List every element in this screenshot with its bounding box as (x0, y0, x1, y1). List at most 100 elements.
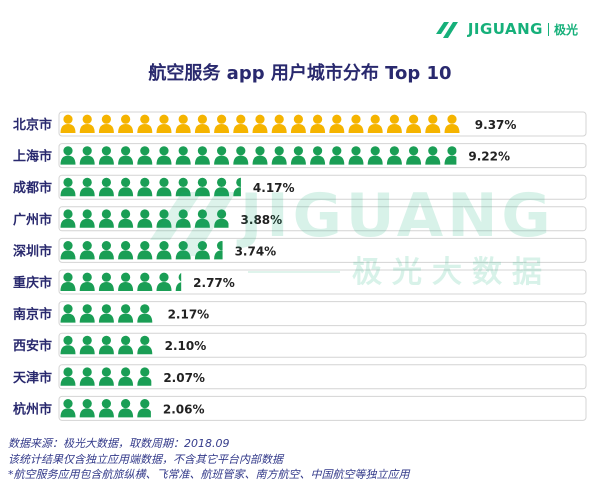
person-icon (137, 241, 153, 260)
person-icon (137, 272, 153, 291)
person-icon (118, 304, 134, 323)
icon-bar (60, 209, 229, 228)
person-icon (156, 241, 172, 260)
category-label: 上海市 (13, 149, 52, 165)
icon-bar (60, 367, 152, 386)
row-frame (58, 332, 587, 358)
person-icon (329, 146, 345, 165)
value-label: 2.17% (168, 308, 210, 322)
person-icon (60, 367, 76, 386)
icon-bar (60, 399, 151, 418)
person-icon (79, 399, 95, 418)
person-icon (425, 146, 441, 165)
person-icon (406, 114, 422, 133)
person-icon (367, 114, 383, 133)
person-icon (118, 209, 134, 228)
person-icon (214, 114, 230, 133)
brand-name: JIGUANG (467, 20, 543, 38)
person-icon (425, 114, 441, 133)
person-icon (386, 146, 402, 165)
person-icon (60, 146, 76, 165)
person-icon (60, 114, 76, 133)
person-icon (233, 146, 249, 165)
person-icon (194, 177, 210, 197)
jiguang-logo-icon (435, 22, 458, 38)
person-icon (310, 146, 326, 165)
person-icon (60, 335, 76, 355)
person-icon (118, 177, 134, 197)
person-icon (98, 367, 114, 386)
person-icon (194, 209, 210, 228)
row-frame (58, 269, 587, 295)
person-icon (137, 399, 151, 418)
person-icon (118, 241, 134, 260)
brand-logo: JIGUANG 极光 (432, 14, 578, 44)
person-icon (79, 335, 95, 355)
person-icon (214, 146, 230, 165)
category-label: 天津市 (13, 370, 52, 386)
person-icon (233, 114, 249, 133)
category-label: 广州市 (13, 212, 52, 228)
brand-divider (547, 22, 549, 36)
category-label: 重庆市 (13, 275, 52, 291)
person-icon (98, 114, 114, 133)
person-icon (156, 146, 172, 165)
person-icon (194, 241, 210, 260)
icon-bar (60, 335, 153, 355)
person-icon (98, 335, 114, 355)
person-icon (271, 146, 287, 165)
person-icon (137, 304, 153, 323)
value-label: 2.06% (163, 402, 205, 416)
person-icon (60, 241, 76, 260)
city-row: 北京市 9.37% (13, 111, 587, 137)
person-icon (118, 114, 134, 133)
value-label: 9.22% (468, 150, 510, 164)
person-icon (367, 146, 383, 165)
person-icon (252, 114, 268, 133)
footer-app-note: *航空服务应用包含航旅纵横、飞常准、航班管家、南方航空、中国航空等独立应用 (8, 468, 410, 481)
person-icon (79, 177, 95, 197)
person-icon (60, 399, 76, 418)
category-label: 杭州市 (13, 401, 52, 417)
person-icon (137, 114, 153, 133)
person-icon (137, 335, 153, 355)
row-frame (58, 301, 587, 327)
person-icon (214, 209, 229, 228)
person-icon (310, 114, 326, 133)
person-icon (60, 209, 76, 228)
person-icon (214, 241, 223, 260)
city-row: 天津市 2.07% (13, 364, 587, 390)
person-icon (194, 114, 210, 133)
person-icon (233, 177, 241, 197)
person-icon (98, 146, 114, 165)
person-icon (329, 114, 345, 133)
person-icon (60, 272, 76, 291)
person-icon (156, 209, 172, 228)
person-icon (98, 304, 114, 323)
icon-bar (60, 146, 457, 165)
person-icon (137, 177, 153, 197)
person-icon (118, 335, 134, 355)
brand-name-cn: 极光 (553, 22, 578, 37)
person-icon (98, 209, 114, 228)
row-frame (58, 174, 587, 200)
category-label: 深圳市 (13, 243, 52, 259)
person-icon (98, 272, 114, 291)
person-icon (79, 209, 95, 228)
person-icon (348, 114, 364, 133)
category-label: 成都市 (13, 180, 52, 196)
row-frame (58, 364, 587, 390)
city-row: 上海市 9.22% (13, 143, 587, 169)
city-row: 南京市 2.17% (13, 301, 587, 327)
footer-source: 数据来源：极光大数据，取数周期：2018.09 (8, 437, 230, 450)
person-icon (118, 272, 134, 291)
icon-bar (60, 272, 182, 291)
city-row: 成都市 4.17% (13, 174, 587, 200)
person-icon (79, 304, 95, 323)
category-label: 西安市 (13, 338, 52, 354)
person-icon (290, 146, 306, 165)
watermark-text: JIGUANG (236, 181, 555, 251)
person-icon (175, 114, 191, 133)
icon-bar (60, 114, 460, 133)
city-row: 杭州市 2.06% (13, 395, 587, 421)
